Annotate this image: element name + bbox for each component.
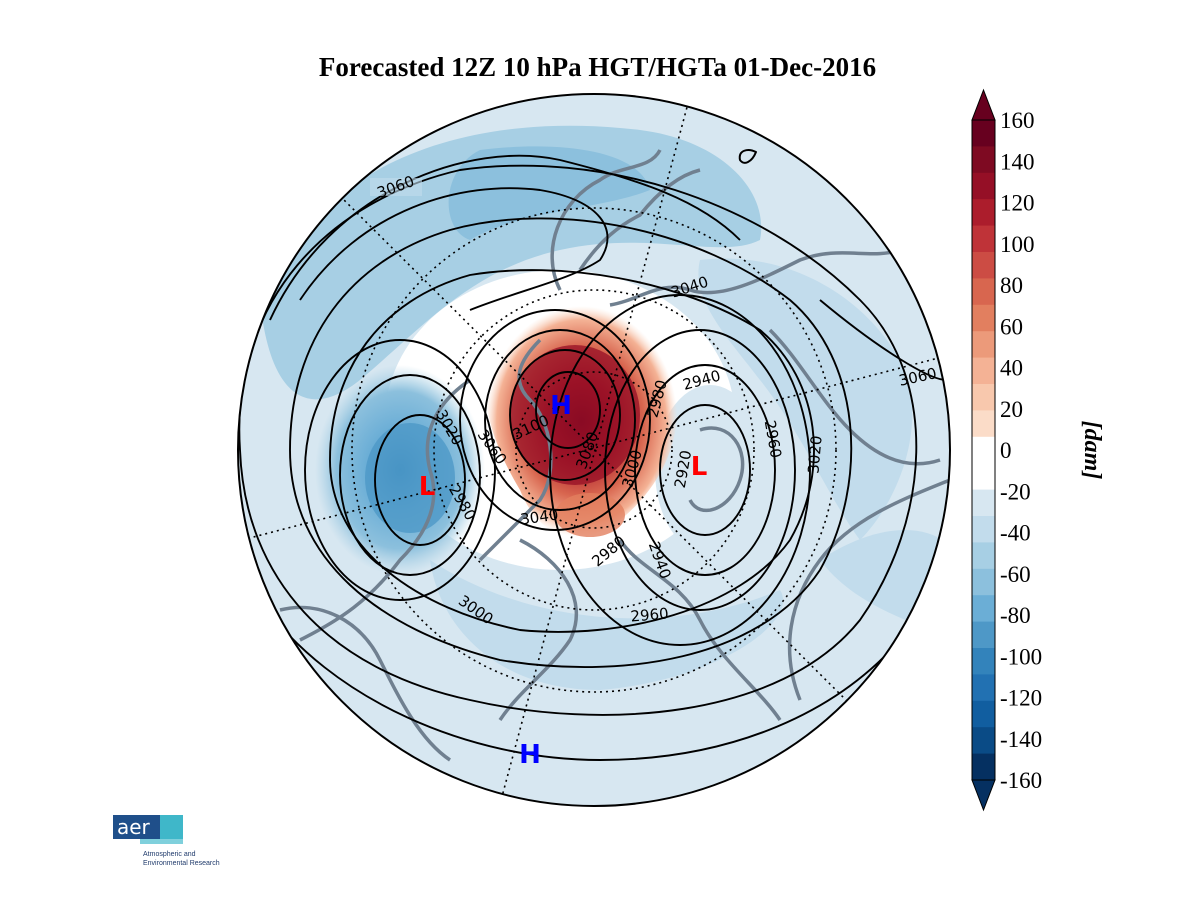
colorbar-tick-label: 40 [1000,356,1023,381]
colorbar-swatch [972,516,995,543]
colorbar-swatch [972,357,995,385]
colorbar-frame [971,119,996,781]
high-pressure-marker: H [550,391,572,421]
colorbar-swatch [972,252,995,279]
colorbar-tick-label: 140 [1000,149,1035,174]
colorbar-swatch [972,463,995,491]
graticule [241,95,947,805]
anomaly-shading [238,94,950,806]
map-border [237,93,951,807]
colorbar-swatch [972,595,995,623]
colorbar-tick-label: 160 [1000,108,1035,133]
colorbar-swatch [972,225,995,253]
logo-line-1: Atmospheric and [143,851,196,858]
colorbar-swatch [972,172,995,200]
colorbar-swatch [972,542,995,570]
colorbar-swatch [972,304,995,332]
colorbar-swatch [972,621,995,649]
colorbar-swatch [972,727,995,755]
colorbar-min-arrow [971,779,996,812]
map-title: Forecasted 12Z 10 hPa HGT/HGTa 01-Dec-20… [318,52,877,82]
colorbar-swatch [972,753,995,781]
colorbar-swatch [972,331,995,359]
colorbar-tick-label: 120 [1000,191,1035,216]
colorbar-swatch [972,436,995,464]
logo-mark: aer [117,815,151,839]
colorbar-tick-label: 20 [1000,397,1023,422]
colorbar-tick-label: -80 [1000,603,1031,628]
colorbar-tick-label: -60 [1000,562,1031,587]
colorbar-swatch [972,384,995,411]
colorbar-tick-label: -120 [1000,686,1042,711]
colorbar-tick-label: 0 [1000,438,1012,463]
colorbar-swatch [972,674,995,702]
colorbar-swatch [972,648,995,675]
colorbar-swatches [972,120,995,781]
colorbar-tick-label: 100 [1000,232,1035,257]
colorbar-tick-label: 60 [1000,314,1023,339]
colorbar-tick-label: 80 [1000,273,1023,298]
colorbar-swatch [972,146,995,174]
colorbar: 160 140 120 100 80 60 40 20 0 -20 -40 -60 -80 -100 -12… [971,88,1105,812]
colorbar-tick-label: -40 [1000,521,1031,546]
contour-label: 3020 [804,435,825,475]
colorbar-max-arrow [971,88,996,121]
colorbar-swatch [972,199,995,227]
contour-label: 3040 [519,505,559,528]
colorbar-swatch [972,278,995,306]
low-pressure-marker: L [691,452,708,482]
colorbar-swatch [972,700,995,728]
colorbar-swatch [972,410,995,438]
pressure-centers: H L L H [419,391,708,770]
colorbar-tick-label: -140 [1000,727,1042,752]
logo-line-2: Environmental Research [143,860,220,867]
aer-logo: aer Atmospheric and Environmental Resear… [113,815,220,867]
colorbar-swatch [972,489,995,517]
low-pressure-marker: L [419,472,436,502]
colorbar-ticks: 160 140 120 100 80 60 40 20 0 -20 -40 -60 -80 -100 -12… [1000,108,1042,793]
colorbar-swatch [972,120,995,147]
colorbar-unit: [dam] [1079,421,1105,480]
colorbar-tick-label: -100 [1000,644,1042,669]
colorbar-tick-label: -160 [1000,768,1042,793]
colorbar-swatch [972,568,995,596]
high-pressure-marker: H [519,740,541,770]
colorbar-tick-label: -20 [1000,479,1031,504]
contour-label: 2960 [630,604,670,625]
